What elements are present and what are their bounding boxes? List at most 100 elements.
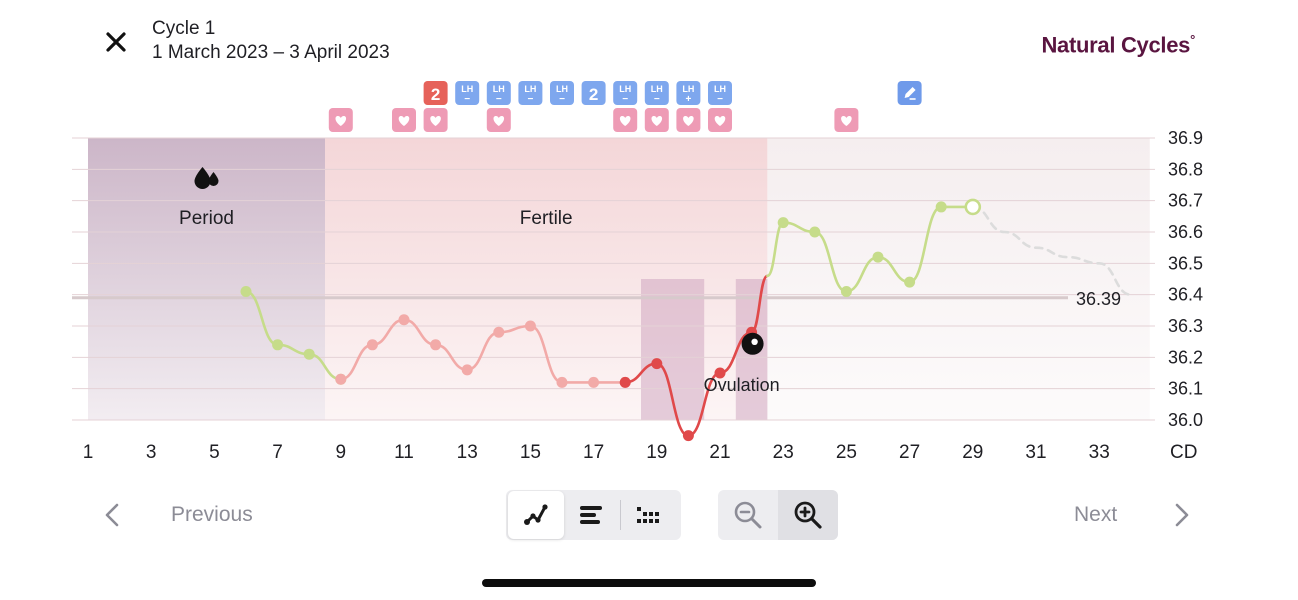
lh-test-label: LH bbox=[524, 84, 536, 94]
home-indicator[interactable] bbox=[482, 579, 816, 587]
chevron-right-icon bbox=[1175, 503, 1189, 527]
dot-view-button[interactable] bbox=[621, 491, 677, 539]
x-tick-label: 27 bbox=[899, 442, 920, 463]
x-axis-unit-label: CD bbox=[1170, 442, 1197, 463]
zoom-controls bbox=[718, 490, 838, 540]
zoom-out-icon bbox=[734, 501, 762, 529]
heart-icon bbox=[430, 116, 441, 126]
zoom-in-icon bbox=[794, 501, 822, 529]
chevron-left-icon bbox=[105, 503, 119, 527]
event-heart-marker bbox=[486, 108, 511, 132]
data-point-fertile-phase bbox=[335, 373, 347, 385]
lh-test-sign: − bbox=[527, 94, 533, 105]
y-tick-label: 36.6 bbox=[1168, 222, 1203, 242]
event-heart-marker bbox=[644, 108, 669, 132]
data-point-fertile-phase bbox=[366, 339, 378, 351]
event-heart-marker bbox=[423, 108, 448, 132]
event-lh-neg-marker: LH− bbox=[455, 81, 480, 105]
event-lh-neg-marker: LH− bbox=[613, 81, 638, 105]
ovulation-label: Ovulation bbox=[704, 375, 780, 395]
phase-band-post-ovulation bbox=[767, 138, 1150, 420]
cycle-title: Cycle 1 bbox=[152, 18, 216, 39]
series-line-period-phase bbox=[244, 290, 343, 381]
lh-test-sign: − bbox=[622, 94, 628, 105]
event-heart-marker bbox=[708, 108, 732, 132]
event-lh-neg-marker: LH− bbox=[486, 81, 511, 105]
lh-test-label: LH bbox=[651, 84, 663, 94]
x-tick-label: 9 bbox=[336, 442, 347, 463]
event-lh-pos-marker: LH+ bbox=[676, 81, 701, 105]
data-point-luteal-phase bbox=[904, 276, 916, 288]
lh-test-sign: − bbox=[464, 94, 470, 105]
y-tick-label: 36.8 bbox=[1168, 159, 1203, 179]
lh-test-sign: − bbox=[496, 94, 502, 105]
event-badge bbox=[550, 81, 574, 105]
x-tick-label: 21 bbox=[709, 442, 730, 463]
y-tick-label: 36.5 bbox=[1168, 253, 1203, 273]
lh-test-label: LH bbox=[619, 84, 631, 94]
data-point-luteal-phase bbox=[872, 251, 884, 263]
brand-logo: Natural Cycles° bbox=[1041, 32, 1195, 58]
zoom-out-button[interactable] bbox=[718, 490, 778, 540]
cycle-date-range: 1 March 2023 – 3 April 2023 bbox=[152, 42, 390, 63]
phase-label-period: Period bbox=[179, 208, 234, 229]
y-tick-label: 36.7 bbox=[1168, 191, 1203, 211]
event-lh-neg-marker: LH− bbox=[644, 81, 669, 105]
previous-cycle-arrow[interactable] bbox=[98, 500, 126, 530]
zoom-in-button[interactable] bbox=[778, 490, 838, 540]
previous-cycle-button[interactable]: Previous bbox=[171, 503, 253, 526]
ovulation-marker-dot bbox=[751, 338, 758, 345]
event-heart-marker bbox=[834, 108, 859, 132]
x-tick-label: 7 bbox=[272, 442, 283, 463]
data-point-luteal-phase bbox=[777, 217, 789, 229]
data-point-ovulation-window bbox=[682, 430, 694, 442]
heart-icon bbox=[841, 116, 852, 126]
coverline-label: 36.39 bbox=[1076, 289, 1121, 309]
temperature-chart: 36.0 36.1 36.2 36.3 36.4 36.5 36.6 36.7 36.8 36.9… bbox=[72, 81, 1203, 463]
series-line-fertile-phase bbox=[339, 318, 627, 384]
close-icon bbox=[106, 32, 126, 52]
data-point-ovulation-window bbox=[651, 358, 663, 370]
blood-drops-icon bbox=[194, 167, 219, 189]
event-badge bbox=[423, 81, 448, 105]
view-switch-divider bbox=[620, 500, 621, 530]
today-marker bbox=[964, 198, 982, 216]
lh-test-label: LH bbox=[461, 84, 473, 94]
event-heart-marker bbox=[676, 108, 701, 132]
event-badge bbox=[455, 81, 480, 105]
x-tick-label: 5 bbox=[209, 442, 220, 463]
data-point-luteal-phase bbox=[935, 201, 947, 213]
graph-view-button[interactable] bbox=[508, 491, 564, 539]
heart-icon bbox=[683, 116, 694, 126]
event-badge bbox=[708, 81, 732, 105]
data-point-fertile-phase bbox=[398, 314, 410, 326]
heart-icon bbox=[619, 116, 631, 126]
x-tick-label: 19 bbox=[646, 442, 667, 463]
data-point-fertile-phase bbox=[430, 339, 442, 351]
y-tick-label: 36.1 bbox=[1168, 379, 1203, 399]
phase-label-fertile: Fertile bbox=[520, 208, 573, 229]
close-button[interactable] bbox=[100, 26, 132, 58]
data-point-period-phase bbox=[240, 286, 252, 298]
x-tick-label: 13 bbox=[457, 442, 478, 463]
bar-view-button[interactable] bbox=[564, 491, 620, 539]
lh-test-sign: + bbox=[685, 94, 691, 105]
heart-icon bbox=[651, 116, 663, 126]
event-lh-neg-marker: LH− bbox=[518, 81, 543, 105]
lh-test-sign: − bbox=[717, 94, 723, 105]
y-tick-label: 36.2 bbox=[1168, 347, 1203, 367]
x-tick-label: 29 bbox=[962, 442, 983, 463]
y-tick-label: 36.3 bbox=[1168, 316, 1203, 336]
series-line-prediction bbox=[971, 205, 1133, 296]
next-cycle-arrow[interactable] bbox=[1168, 500, 1196, 530]
data-point-luteal-phase bbox=[840, 286, 852, 298]
lh-test-label: LH bbox=[714, 84, 726, 94]
next-cycle-button[interactable]: Next bbox=[1074, 503, 1118, 526]
lh-test-label: LH bbox=[556, 84, 568, 94]
event-lh-neg-marker: LH− bbox=[550, 81, 574, 105]
y-tick-label: 36.0 bbox=[1168, 410, 1203, 430]
data-point-fertile-phase bbox=[461, 364, 473, 376]
dot-view-icon bbox=[637, 507, 659, 523]
pencil-icon bbox=[904, 87, 916, 98]
event-heart-marker bbox=[328, 108, 353, 132]
